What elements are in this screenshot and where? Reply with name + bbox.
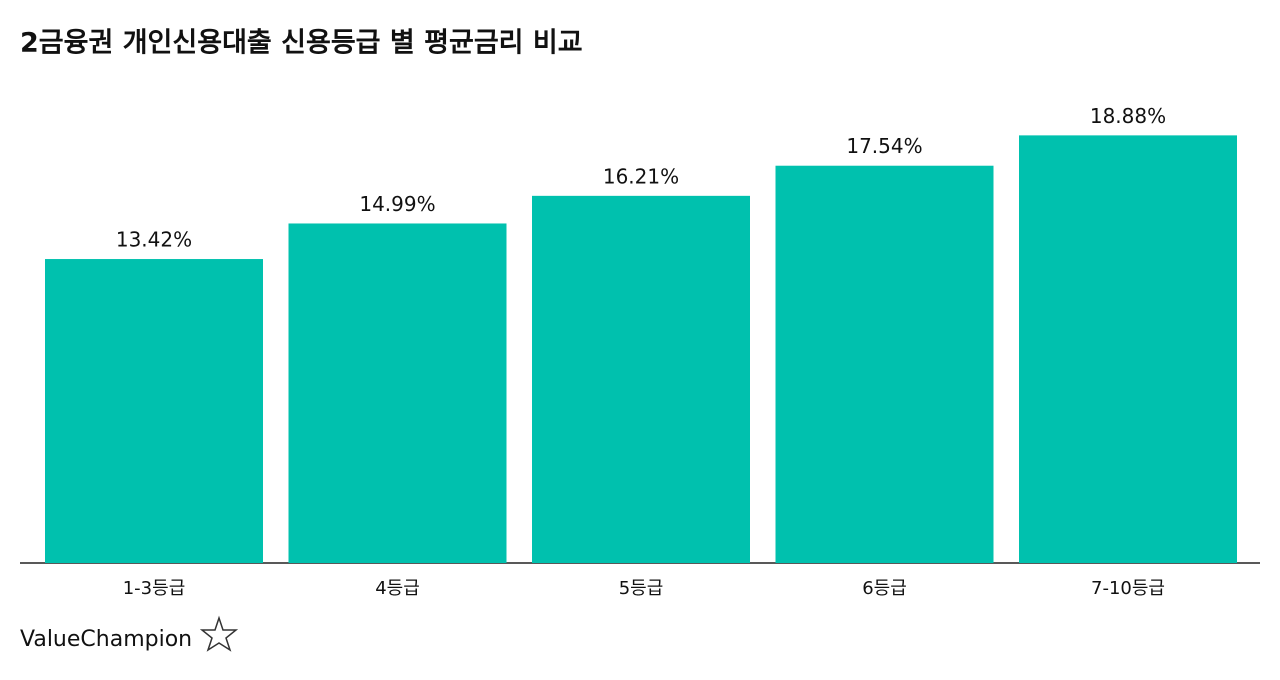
logo: ValueChampion [20, 627, 192, 652]
chart-title: 2금융권 개인신용대출 신용등급 별 평균금리 비교 [20, 28, 583, 59]
bar [532, 195, 750, 563]
bar [1019, 135, 1237, 564]
bar [288, 223, 507, 563]
value-label: 13.42% [116, 228, 192, 252]
bar [775, 165, 994, 563]
value-label: 17.54% [846, 134, 922, 158]
value-label: 14.99% [359, 192, 435, 216]
value-label: 18.88% [1090, 104, 1166, 128]
x-tick-label: 6등급 [862, 578, 907, 599]
value-label: 16.21% [603, 164, 679, 188]
x-tick-label: 7-10등급 [1091, 578, 1165, 599]
x-tick-label: 1-3등급 [123, 578, 186, 599]
bar [45, 259, 263, 563]
x-tick-label: 4등급 [375, 578, 420, 599]
logo-star [199, 615, 239, 652]
x-tick-label: 5등급 [619, 578, 664, 599]
